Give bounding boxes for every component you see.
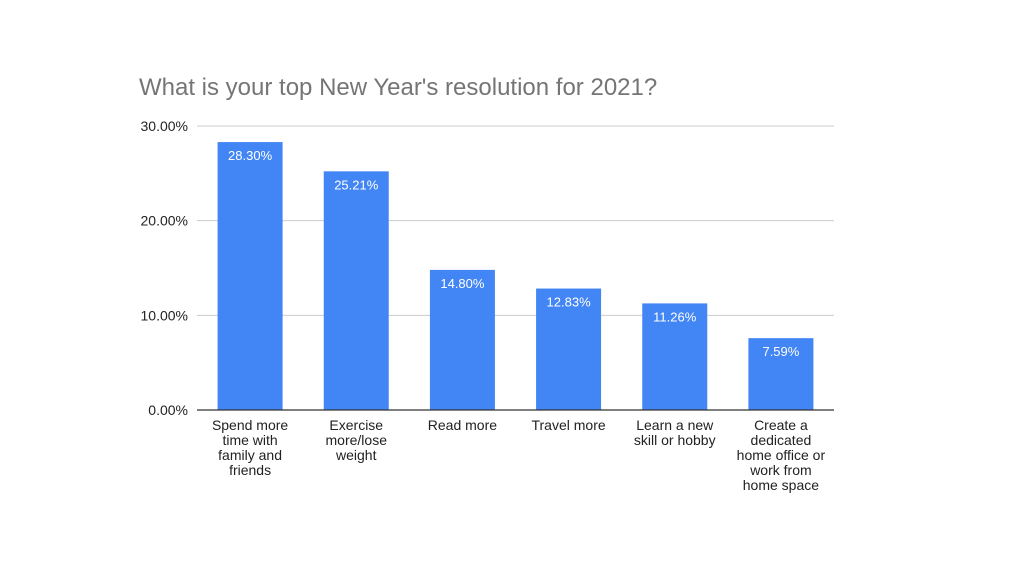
x-axis-categories: Spend more time with family and friends Exer… [212, 417, 826, 493]
data-label: 14.80% [440, 276, 485, 291]
data-label: 28.30% [228, 148, 273, 163]
y-tick-label: 20.00% [141, 213, 188, 229]
y-tick-label: 30.00% [141, 118, 188, 134]
x-category-label: Spend more time with family and friends [212, 417, 288, 478]
bar [536, 288, 602, 410]
x-category-label: Travel more [531, 417, 605, 433]
data-labels: 28.30% 25.21% 14.80% 12.83% 11.26% 7.59% [228, 148, 800, 359]
x-category-label: Learn a new skill or hobby [634, 417, 716, 448]
y-tick-label: 10.00% [141, 307, 188, 323]
gridlines [197, 125, 834, 316]
bar [429, 269, 495, 410]
x-category-label: Exercise more/lose weight [326, 417, 388, 463]
data-label: 11.26% [653, 309, 697, 324]
x-category-label: Create a dedicated home office or work from… [737, 417, 826, 493]
data-label: 12.83% [547, 295, 592, 310]
bar [748, 338, 814, 410]
bar [323, 171, 389, 410]
y-axis-ticks: 0.00% 10.00% 20.00% 30.00% [141, 118, 188, 418]
bar [217, 142, 283, 411]
y-tick-label: 0.00% [148, 402, 188, 418]
x-category-label: Read more [428, 417, 497, 433]
data-label: 7.59% [762, 344, 799, 359]
bar [642, 303, 708, 410]
data-label: 25.21% [334, 177, 379, 192]
chart-title: What is your top New Year's resolution f… [139, 74, 658, 101]
bars [217, 142, 814, 411]
